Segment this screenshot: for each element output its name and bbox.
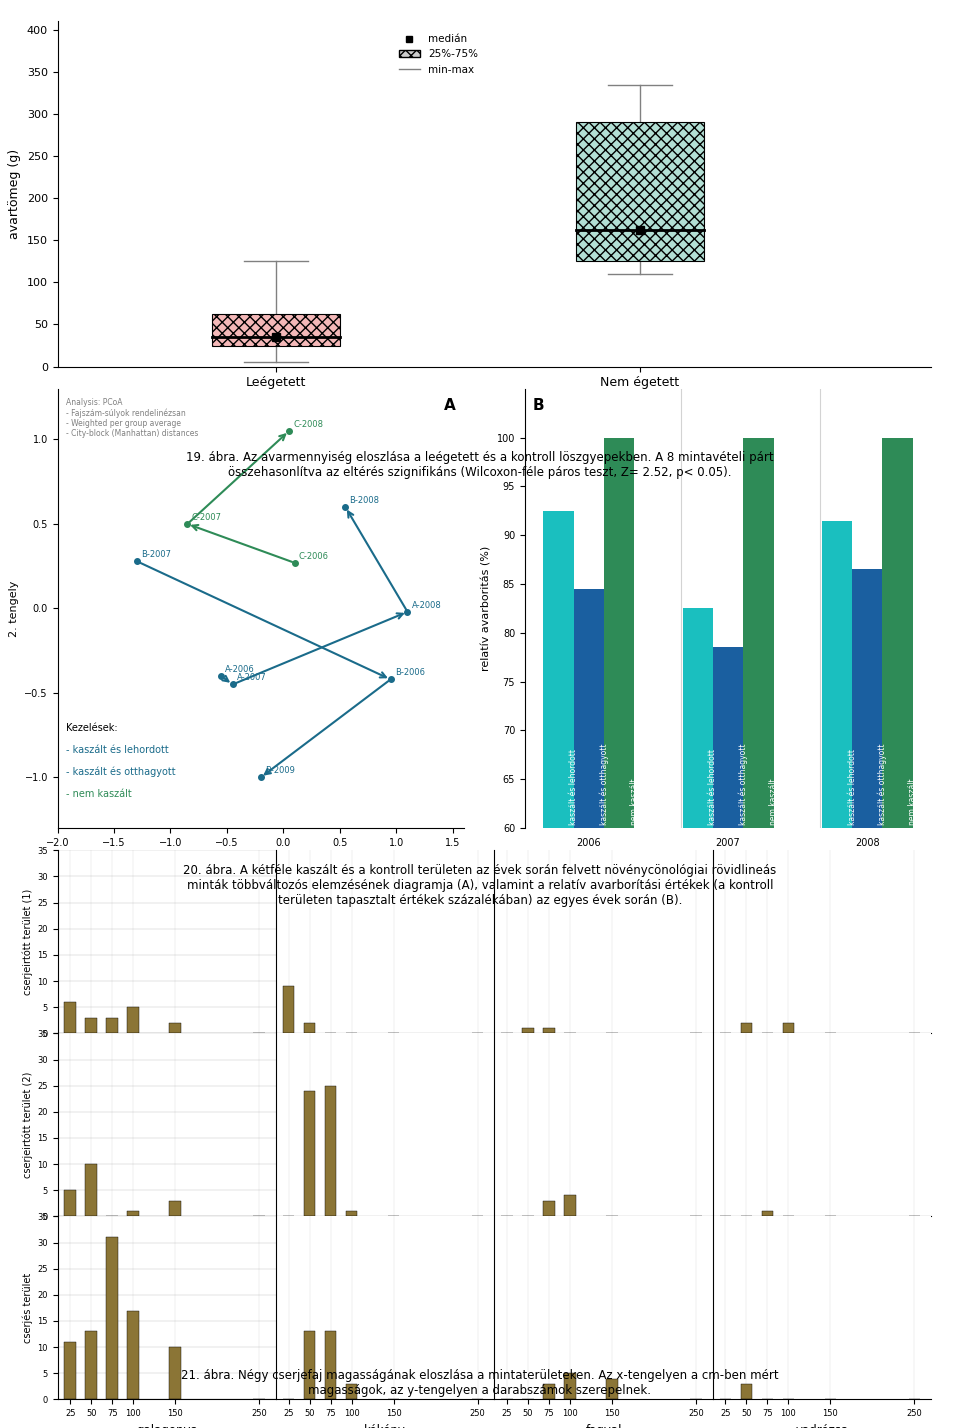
Bar [543, 1384, 555, 1399]
Text: kaszált és lehordott: kaszált és lehordott [569, 750, 578, 825]
Bar [169, 1022, 181, 1034]
Text: kaszált és otthagyott: kaszált és otthagyott [599, 744, 609, 825]
Bar [743, 437, 774, 1414]
Y-axis label: cserjés terület: cserjés terület [23, 1272, 33, 1344]
X-axis label: 1. tengely: 1. tengely [232, 854, 289, 864]
Text: C-2008: C-2008 [293, 420, 324, 428]
Bar [761, 1211, 774, 1217]
Bar [740, 1022, 753, 1034]
Text: A-2006: A-2006 [226, 665, 255, 674]
Text: B-2009: B-2009 [265, 767, 295, 775]
Y-axis label: relatív avarboritás (%): relatív avarboritás (%) [481, 545, 492, 671]
Bar [303, 1022, 316, 1034]
X-axis label: vadrózsa: vadrózsa [796, 1424, 849, 1428]
Bar [128, 1007, 139, 1034]
Text: nem kaszált: nem kaszált [908, 778, 917, 825]
Bar [346, 1384, 357, 1399]
Text: - kaszált és otthagyott: - kaszált és otthagyott [65, 767, 176, 777]
X-axis label: fagyal: fagyal [586, 1424, 622, 1428]
Bar [169, 1347, 181, 1399]
Bar [169, 1201, 181, 1217]
Bar [564, 1195, 576, 1217]
Bar [128, 1211, 139, 1217]
Text: - kaszált és lehordott: - kaszált és lehordott [65, 744, 168, 754]
Bar [107, 1018, 118, 1034]
Bar [564, 1374, 576, 1399]
Text: - nem kaszált: - nem kaszált [65, 788, 132, 798]
Text: 20. ábra. A kétféle kaszált és a kontroll területen az évek során felvett növény: 20. ábra. A kétféle kaszált és a kontrol… [183, 864, 777, 907]
Text: C-2006: C-2006 [299, 551, 328, 561]
Bar [740, 1384, 753, 1399]
Y-axis label: avartömeg (g): avartömeg (g) [9, 149, 21, 238]
Text: C-2007: C-2007 [192, 513, 222, 521]
Y-axis label: cserjeirtótt terület (2): cserjeirtótt terület (2) [23, 1071, 33, 1178]
Bar [346, 1211, 357, 1217]
Text: nem kaszált: nem kaszált [630, 778, 638, 825]
FancyBboxPatch shape [212, 314, 340, 346]
Bar [64, 1342, 76, 1399]
Text: nem kaszált: nem kaszált [769, 778, 778, 825]
Bar [606, 1378, 618, 1399]
Bar [303, 1331, 316, 1399]
Bar [782, 1022, 794, 1034]
Bar [822, 521, 852, 1414]
Bar [64, 1002, 76, 1034]
Text: Analysis: PCoA
- Fajszám-súlyok rendelinézsan
- Weighted per group average
- Cit: Analysis: PCoA - Fajszám-súlyok rendelin… [65, 397, 198, 438]
Text: B-2008: B-2008 [349, 496, 379, 506]
Text: B-2006: B-2006 [395, 668, 424, 677]
Bar [543, 1201, 555, 1217]
Bar [303, 1091, 316, 1217]
Bar [85, 1331, 97, 1399]
Text: kaszált és lehordott: kaszált és lehordott [848, 750, 856, 825]
Bar [324, 1085, 337, 1217]
X-axis label: kókény: kókény [364, 1424, 406, 1428]
Bar [882, 437, 913, 1414]
Y-axis label: 2. tengely: 2. tengely [9, 580, 19, 637]
Text: kaszált és otthagyott: kaszált és otthagyott [738, 744, 748, 825]
Bar [85, 1164, 97, 1217]
X-axis label: galagonya: galagonya [136, 1424, 198, 1428]
Bar [64, 1191, 76, 1217]
Text: A-2007: A-2007 [237, 674, 267, 683]
Legend: medián, 25%-75%, min-max: medián, 25%-75%, min-max [395, 30, 482, 79]
Bar [522, 1028, 534, 1034]
Bar [574, 588, 604, 1414]
Text: Kezelések:: Kezelések: [65, 723, 117, 733]
Bar [85, 1018, 97, 1034]
Y-axis label: cserjeirtótt terület (1): cserjeirtótt terület (1) [23, 888, 33, 995]
Bar [543, 1028, 555, 1034]
Bar [107, 1237, 118, 1399]
Text: 21. ábra. Négy cserjefaj magasságának eloszlása a mintaterületeken. Az x-tengely: 21. ábra. Négy cserjefaj magasságának el… [181, 1368, 779, 1397]
Bar [852, 570, 882, 1414]
Text: kaszált és lehordott: kaszált és lehordott [708, 750, 717, 825]
Text: A: A [444, 397, 456, 413]
Bar [128, 1311, 139, 1399]
Bar [604, 437, 635, 1414]
Bar [683, 608, 713, 1414]
Text: 19. ábra. Az avarmennyiség eloszlása a leégetett és a kontroll löszgyepekben. A : 19. ábra. Az avarmennyiség eloszlása a l… [186, 451, 774, 480]
Bar [324, 1331, 337, 1399]
Text: B-2007: B-2007 [141, 550, 171, 558]
Text: A-2008: A-2008 [412, 601, 442, 610]
FancyBboxPatch shape [576, 123, 704, 261]
Text: kaszált és otthagyott: kaszált és otthagyott [877, 744, 887, 825]
Text: B: B [533, 397, 544, 413]
Bar [713, 647, 743, 1414]
Bar [283, 987, 295, 1034]
Bar [543, 511, 574, 1414]
